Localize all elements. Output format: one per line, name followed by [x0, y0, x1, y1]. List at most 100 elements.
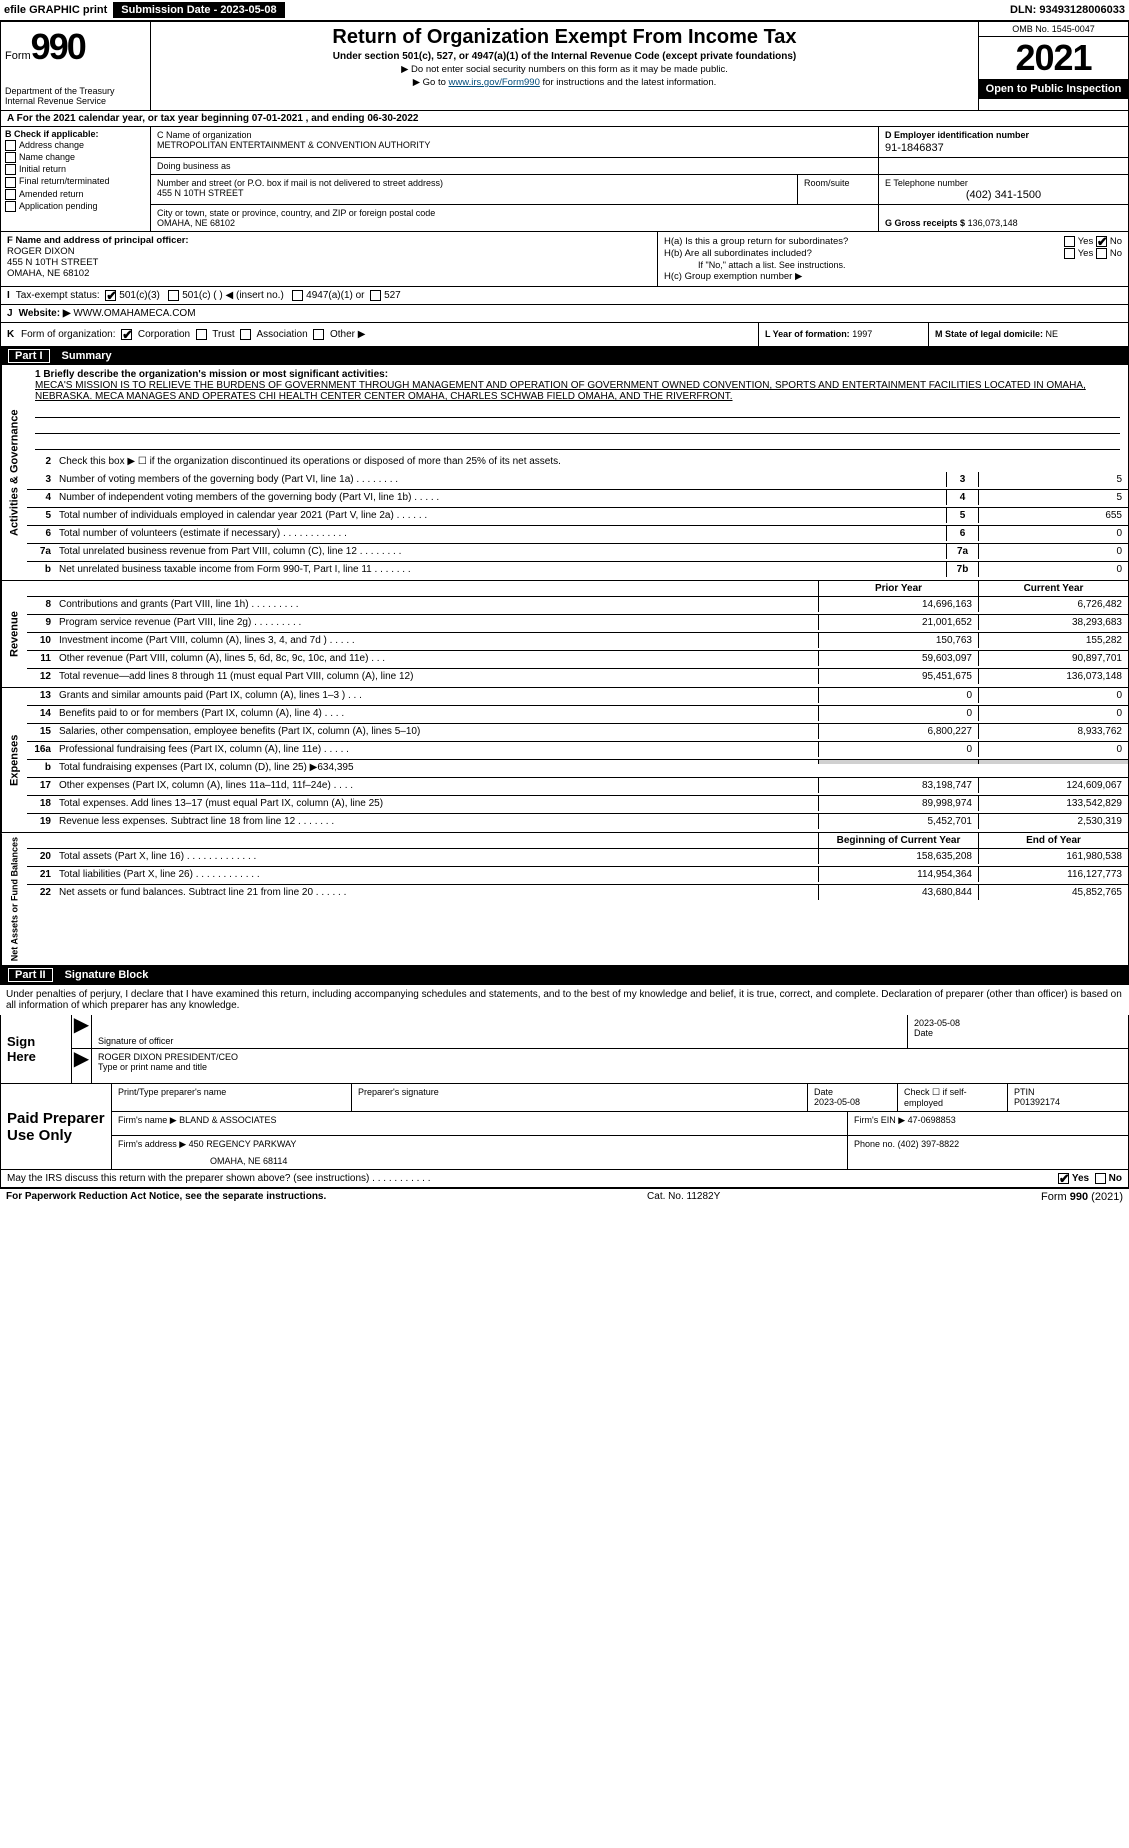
year-formation: 1997	[852, 329, 872, 339]
header-left: Form990 Department of the Treasury Inter…	[1, 22, 151, 110]
line-7a: 7aTotal unrelated business revenue from …	[27, 544, 1128, 562]
website-value: WWW.OMAHAMECA.COM	[73, 308, 195, 319]
chk-4947[interactable]	[292, 290, 303, 301]
chk-final-return[interactable]: Final return/terminated	[5, 176, 146, 187]
chk-application-pending[interactable]: Application pending	[5, 201, 146, 212]
prior-current-header: Prior Year Current Year	[27, 581, 1128, 597]
activities-governance-section: Activities & Governance 1 Briefly descri…	[0, 365, 1129, 581]
block-bcd: B Check if applicable: Address change Na…	[0, 127, 1129, 232]
room-cell: Room/suite	[798, 175, 878, 204]
line-13: 13Grants and similar amounts paid (Part …	[27, 688, 1128, 706]
line-6: 6Total number of volunteers (estimate if…	[27, 526, 1128, 544]
revenue-section: Revenue Prior Year Current Year 8Contrib…	[0, 581, 1129, 688]
chk-address-change[interactable]: Address change	[5, 140, 146, 151]
col-b-label: B Check if applicable:	[5, 129, 99, 139]
col-c: C Name of organization METROPOLITAN ENTE…	[151, 127, 1128, 231]
header-right: OMB No. 1545-0047 2021 Open to Public In…	[978, 22, 1128, 110]
dept-label: Department of the Treasury	[5, 86, 146, 96]
line-14: 14Benefits paid to or for members (Part …	[27, 706, 1128, 724]
irs-label: Internal Revenue Service	[5, 96, 146, 106]
form-title: Return of Organization Exempt From Incom…	[161, 26, 968, 49]
ag-content: 1 Briefly describe the organization's mi…	[27, 365, 1128, 580]
signature-cell[interactable]: Signature of officer	[92, 1015, 908, 1048]
block-fh: F Name and address of principal officer:…	[0, 232, 1129, 287]
discuss-yes-chk[interactable]	[1058, 1173, 1069, 1184]
line-19: 19Revenue less expenses. Subtract line 1…	[27, 814, 1128, 832]
line-16b: bTotal fundraising expenses (Part IX, co…	[27, 760, 1128, 778]
row-klm: K Form of organization: Corporation Trus…	[0, 323, 1129, 347]
submission-date-button[interactable]: Submission Date - 2023-05-08	[113, 2, 284, 18]
col-m: M State of legal domicile: NE	[928, 323, 1128, 346]
expenses-section: Expenses 13Grants and similar amounts pa…	[0, 688, 1129, 833]
prep-date-cell: Date2023-05-08	[808, 1084, 898, 1111]
discuss-row: May the IRS discuss this return with the…	[0, 1170, 1129, 1188]
sig-date-cell: 2023-05-08 Date	[908, 1015, 1128, 1048]
col-d-cont	[878, 158, 1128, 174]
chk-trust[interactable]	[196, 329, 207, 340]
side-revenue: Revenue	[1, 581, 27, 687]
line-16a: 16aProfessional fundraising fees (Part I…	[27, 742, 1128, 760]
discuss-no-chk[interactable]	[1095, 1173, 1106, 1184]
line-1: 1 Briefly describe the organization's mi…	[27, 365, 1128, 454]
col-d: D Employer identification number 91-1846…	[878, 127, 1128, 157]
part2-header: Part II Signature Block	[0, 966, 1129, 984]
header-center: Return of Organization Exempt From Incom…	[151, 22, 978, 110]
line-17: 17Other expenses (Part IX, column (A), l…	[27, 778, 1128, 796]
top-bar: efile GRAPHIC print Submission Date - 20…	[0, 0, 1129, 21]
footer-mid: Cat. No. 11282Y	[647, 1191, 720, 1203]
irs-link[interactable]: www.irs.gov/Form990	[449, 77, 540, 88]
firm-name: BLAND & ASSOCIATES	[179, 1115, 276, 1125]
line-18: 18Total expenses. Add lines 13–17 (must …	[27, 796, 1128, 814]
arrow-icon: ▶	[72, 1049, 92, 1083]
net-assets-section: Net Assets or Fund Balances Beginning of…	[0, 833, 1129, 966]
side-expenses: Expenses	[1, 688, 27, 832]
sign-here-label: Sign Here	[1, 1015, 71, 1083]
footer-right: Form 990 (2021)	[1041, 1191, 1123, 1203]
chk-527[interactable]	[370, 290, 381, 301]
row-a-text: A For the 2021 calendar year, or tax yea…	[7, 113, 418, 124]
officer-name: ROGER DIXON	[7, 246, 75, 257]
chk-name-change[interactable]: Name change	[5, 152, 146, 163]
chk-501c3[interactable]	[105, 290, 116, 301]
side-activities: Activities & Governance	[1, 365, 27, 580]
chk-501c[interactable]	[168, 290, 179, 301]
mission-text: MECA'S MISSION IS TO RELIEVE THE BURDENS…	[35, 380, 1120, 402]
form-header: Form990 Department of the Treasury Inter…	[0, 21, 1129, 111]
signature-intro: Under penalties of perjury, I declare th…	[0, 984, 1129, 1015]
col-e: E Telephone number (402) 341-1500	[878, 175, 1128, 204]
chk-corporation[interactable]	[121, 329, 132, 340]
chk-initial-return[interactable]: Initial return	[5, 164, 146, 175]
firm-ein-cell: Firm's EIN ▶ 47-0698853	[848, 1112, 1128, 1135]
line-2: 2Check this box ▶ ☐ if the organization …	[27, 454, 1128, 472]
line-3: 3Number of voting members of the governi…	[27, 472, 1128, 490]
row-i: I Tax-exempt status: 501(c)(3) 501(c) ( …	[0, 287, 1129, 305]
col-k: K Form of organization: Corporation Trus…	[1, 323, 758, 346]
prep-ptin-cell: PTINP01392174	[1008, 1084, 1128, 1111]
firm-phone-cell: Phone no. (402) 397-8822	[848, 1136, 1128, 1169]
sign-here-block: Sign Here ▶ Signature of officer 2023-05…	[0, 1015, 1129, 1084]
ein-value: 91-1846837	[885, 142, 1122, 154]
name-title-cell: ROGER DIXON PRESIDENT/CEO Type or print …	[92, 1049, 1128, 1083]
form-number: 990	[31, 26, 85, 67]
line-5: 5Total number of individuals employed in…	[27, 508, 1128, 526]
ha-yesno: Yes No	[1064, 236, 1122, 247]
col-h: H(a) Is this a group return for subordin…	[658, 232, 1128, 286]
efile-label: efile GRAPHIC print	[4, 4, 107, 16]
col-g: G Gross receipts $ 136,073,148	[878, 205, 1128, 231]
prep-sig-cell[interactable]: Preparer's signature	[352, 1084, 808, 1111]
line-10: 10Investment income (Part VIII, column (…	[27, 633, 1128, 651]
line-22: 22Net assets or fund balances. Subtract …	[27, 885, 1128, 903]
dba-cell: Doing business as	[151, 158, 878, 174]
col-b: B Check if applicable: Address change Na…	[1, 127, 151, 231]
row-a: A For the 2021 calendar year, or tax yea…	[0, 111, 1129, 127]
chk-amended-return[interactable]: Amended return	[5, 189, 146, 200]
omb-label: OMB No. 1545-0047	[979, 22, 1128, 37]
form-note2: ▶ Go to www.irs.gov/Form990 for instruct…	[161, 77, 968, 88]
chk-other[interactable]	[313, 329, 324, 340]
arrow-icon: ▶	[72, 1015, 92, 1048]
row-j: J Website: ▶ WWW.OMAHAMECA.COM	[0, 305, 1129, 323]
chk-association[interactable]	[240, 329, 251, 340]
prep-selfemp-cell[interactable]: Check ☐ if self-employed	[898, 1084, 1008, 1111]
form-note1: ▶ Do not enter social security numbers o…	[161, 64, 968, 75]
line-4: 4Number of independent voting members of…	[27, 490, 1128, 508]
